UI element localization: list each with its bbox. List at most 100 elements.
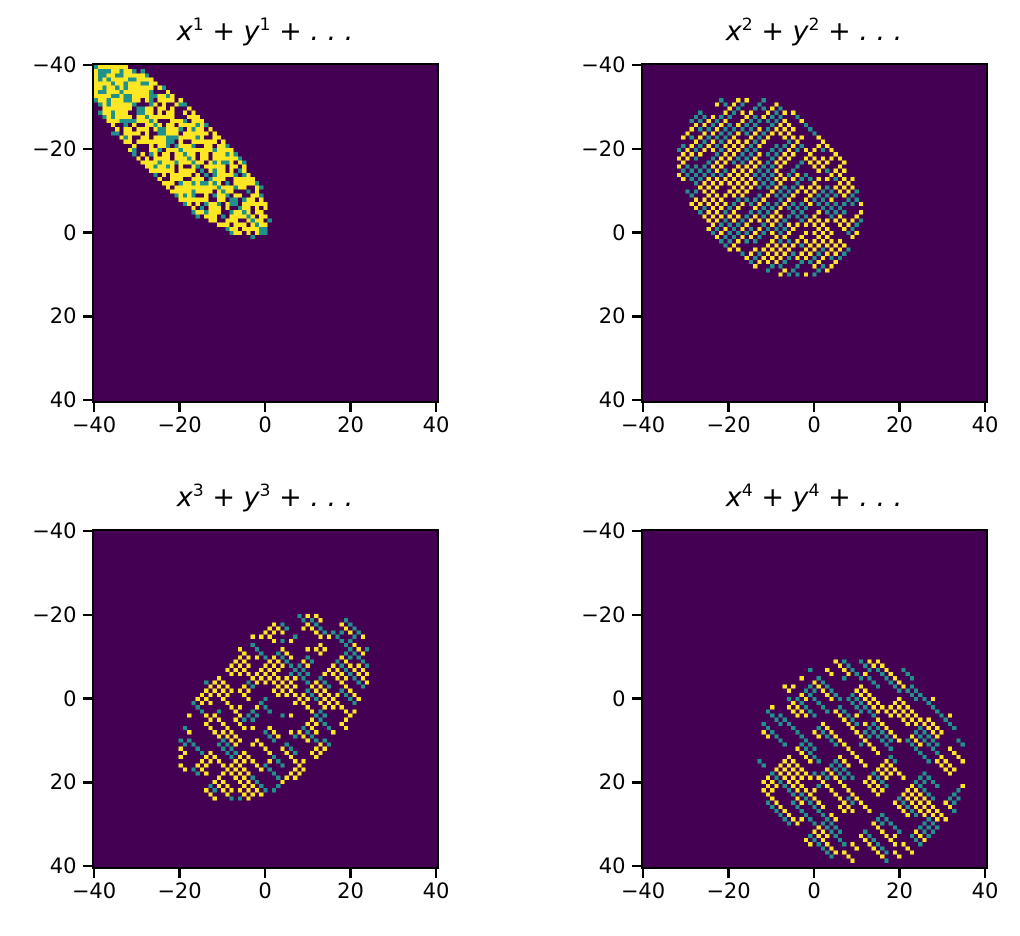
x-axis-tick <box>434 868 438 878</box>
title-exp1: 4 <box>741 481 753 501</box>
panel-title-x2y2: x2 + y2 + . . . <box>643 12 985 52</box>
title-var2: y <box>243 16 260 47</box>
x-axis-tick <box>263 868 267 878</box>
title-exp2: 1 <box>259 15 271 35</box>
x-tick-label: −20 <box>157 413 202 437</box>
y-tick-label: −20 <box>581 136 626 161</box>
heatmap-canvas-x1y1 <box>93 64 437 401</box>
heatmap-canvas-x4y4 <box>642 530 986 867</box>
y-axis-tick <box>631 613 641 616</box>
x-tick-label: 20 <box>886 413 913 437</box>
title-var1: x <box>176 482 193 513</box>
y-tick-label: 40 <box>49 388 77 412</box>
x-axis-tick <box>434 402 438 412</box>
y-axis-tick <box>631 147 641 150</box>
y-axis-tick <box>82 315 92 318</box>
y-tick-label: 40 <box>598 388 626 412</box>
x-tick-label: −40 <box>620 413 666 437</box>
y-axis-tick <box>82 231 92 234</box>
y-axis-tick <box>631 398 641 402</box>
plot-area-x3y3 <box>91 528 439 869</box>
x-tick-label: 0 <box>807 413 821 437</box>
panel-title-x1y1: x1 + y1 + . . . <box>94 12 436 52</box>
plot-area-x1y1 <box>91 62 439 403</box>
y-tick-label: 0 <box>612 686 626 711</box>
heatmap-canvas-x3y3 <box>93 530 437 867</box>
x-tick-label: −40 <box>620 879 666 903</box>
x-tick-label: 40 <box>971 879 999 903</box>
x-tick-label: 0 <box>258 879 272 903</box>
panel-title-x3y3: x3 + y3 + . . . <box>94 478 436 518</box>
x-axis-tick <box>898 402 901 412</box>
y-tick-label: −20 <box>32 136 77 161</box>
y-axis-tick <box>631 315 641 318</box>
y-tick-label: −20 <box>32 602 77 627</box>
title-var1: x <box>725 482 742 513</box>
y-axis-tick <box>631 63 641 67</box>
y-axis-tick <box>82 697 92 700</box>
title-suffix: + . . . <box>270 16 354 47</box>
x-axis-tick <box>641 402 645 412</box>
x-axis-tick <box>92 402 96 412</box>
x-axis-tick <box>727 868 730 878</box>
y-axis-tick <box>82 781 92 784</box>
x-axis-tick <box>983 402 987 412</box>
x-tick-label: 40 <box>422 413 450 437</box>
y-axis-tick <box>631 529 641 533</box>
y-tick-label: −40 <box>32 53 77 77</box>
title-var2: y <box>792 482 809 513</box>
x-axis-tick <box>178 868 181 878</box>
x-axis-tick <box>349 402 352 412</box>
y-axis-tick <box>631 781 641 784</box>
title-plus: + <box>203 16 244 47</box>
y-tick-label: 20 <box>49 304 77 329</box>
y-axis-tick <box>631 697 641 700</box>
x-axis-tick <box>983 868 987 878</box>
x-tick-label: 20 <box>337 413 364 437</box>
title-var2: y <box>792 16 809 47</box>
x-axis-tick <box>349 868 352 878</box>
title-exp1: 2 <box>741 15 753 35</box>
y-tick-label: 40 <box>598 854 626 878</box>
title-plus: + <box>752 482 793 513</box>
y-tick-label: 0 <box>63 686 77 711</box>
x-axis-tick <box>812 402 816 412</box>
y-tick-label: −40 <box>581 519 626 543</box>
title-suffix: + . . . <box>819 482 903 513</box>
x-axis-tick <box>641 868 645 878</box>
y-axis-tick <box>631 231 641 234</box>
y-tick-label: −40 <box>581 53 626 77</box>
y-tick-label: 40 <box>49 854 77 878</box>
x-tick-label: −40 <box>71 879 117 903</box>
y-axis-tick <box>82 613 92 616</box>
x-tick-label: 40 <box>971 413 999 437</box>
y-axis-tick <box>631 864 641 868</box>
y-tick-label: 20 <box>598 304 626 329</box>
y-tick-label: −20 <box>581 602 626 627</box>
title-var1: x <box>176 16 193 47</box>
x-axis-tick <box>178 402 181 412</box>
x-tick-label: −20 <box>706 413 751 437</box>
x-tick-label: −20 <box>157 879 202 903</box>
title-exp2: 2 <box>808 15 820 35</box>
title-suffix: + . . . <box>819 16 903 47</box>
title-plus: + <box>752 16 793 47</box>
x-axis-tick <box>812 868 816 878</box>
title-var2: y <box>243 482 260 513</box>
title-exp1: 1 <box>192 15 204 35</box>
title-exp2: 4 <box>808 481 820 501</box>
y-axis-tick <box>82 63 92 67</box>
title-plus: + <box>203 482 244 513</box>
x-tick-label: 0 <box>258 413 272 437</box>
title-suffix: + . . . <box>270 482 354 513</box>
y-tick-label: 0 <box>63 220 77 245</box>
y-tick-label: −40 <box>32 519 77 543</box>
y-axis-tick <box>82 398 92 402</box>
y-axis-tick <box>82 147 92 150</box>
x-axis-tick <box>92 868 96 878</box>
y-axis-tick <box>82 864 92 868</box>
y-tick-label: 20 <box>49 770 77 795</box>
y-tick-label: 0 <box>612 220 626 245</box>
x-tick-label: 20 <box>886 879 913 903</box>
